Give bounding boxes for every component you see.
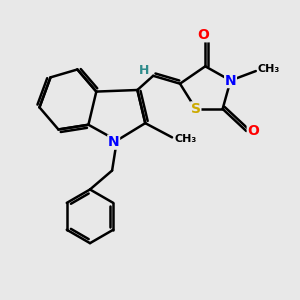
Text: O: O bbox=[198, 28, 210, 42]
Text: O: O bbox=[247, 124, 259, 138]
Text: S: S bbox=[191, 102, 201, 116]
Text: N: N bbox=[108, 135, 119, 149]
Text: N: N bbox=[225, 74, 236, 88]
Text: CH₃: CH₃ bbox=[258, 64, 280, 74]
Text: H: H bbox=[139, 64, 149, 76]
Text: CH₃: CH₃ bbox=[174, 134, 196, 144]
